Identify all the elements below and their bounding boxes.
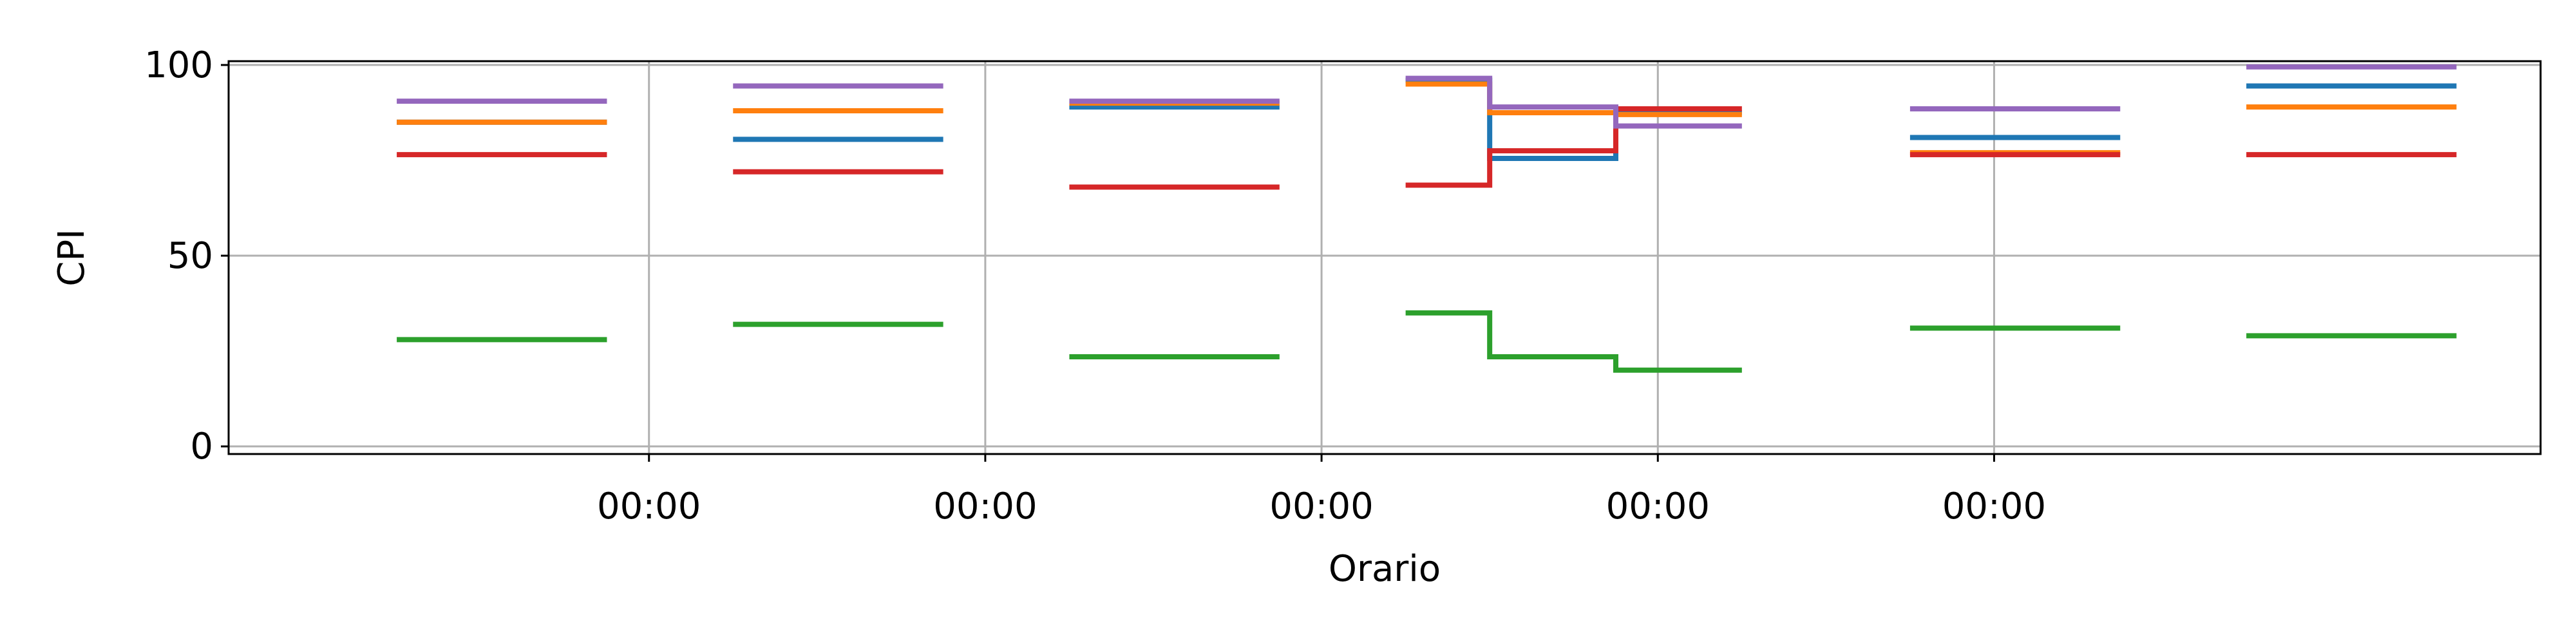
x-tick-label-4: 00:00	[1942, 486, 2046, 527]
y-axis-label: CPI	[51, 229, 93, 286]
x-tick-label-0: 00:00	[597, 486, 701, 527]
x-tick-label-2: 00:00	[1269, 486, 1373, 527]
series-1-segment-3	[1405, 81, 1742, 117]
series-layer	[397, 64, 2457, 373]
plot-frame-background	[229, 61, 2541, 454]
series-3-segment-3	[1405, 106, 1742, 188]
series-4	[397, 64, 2457, 129]
y-tick-label-1: 50	[167, 235, 213, 277]
series-2	[397, 310, 2457, 373]
series-3	[397, 106, 2457, 190]
y-tick-label-2: 100	[144, 44, 213, 86]
grid-layer	[229, 61, 2541, 454]
x-tick-label-3: 00:00	[1606, 486, 1710, 527]
plot-area	[227, 60, 2542, 455]
y-tick-label-0: 0	[190, 426, 213, 468]
x-axis-label: Orario	[1329, 548, 1441, 590]
series-4-segment-3	[1405, 75, 1742, 129]
y-axis-ticks: 0 50 100	[144, 44, 229, 468]
series-2-segment-3	[1405, 310, 1742, 373]
x-axis-ticks: 00:00 00:00 00:00 00:00 00:00	[597, 454, 2046, 527]
plot-frame	[227, 60, 2542, 455]
x-tick-label-1: 00:00	[933, 486, 1037, 527]
